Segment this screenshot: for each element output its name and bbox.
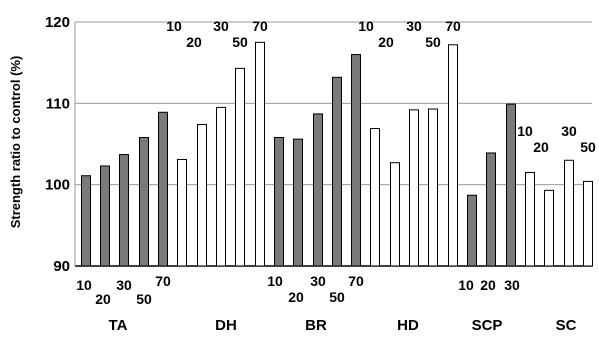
bar-label: 70	[445, 18, 461, 34]
y-tick-label: 110	[46, 95, 70, 112]
bar-label: 10	[166, 18, 182, 34]
y-tick-label: 90	[53, 258, 70, 275]
bar-label: 50	[580, 139, 596, 155]
bar-label: 70	[252, 18, 268, 34]
group-labels: TA DH BR HD SCP SC	[109, 317, 577, 334]
bar	[274, 136, 284, 267]
bar	[409, 109, 419, 267]
bar-label: 10	[358, 18, 374, 34]
bar	[197, 123, 207, 267]
bar	[486, 152, 496, 267]
bar-label: 30	[504, 277, 520, 293]
bar-label: 20	[186, 34, 202, 50]
bar	[255, 41, 265, 267]
bar	[544, 189, 554, 267]
bar	[158, 111, 168, 267]
bar	[390, 162, 400, 267]
bars	[81, 41, 593, 267]
bar-label: 20	[533, 139, 549, 155]
bar	[351, 54, 361, 267]
bar-label: 30	[116, 277, 132, 293]
bar	[370, 128, 380, 267]
bar-label: 10	[76, 277, 92, 293]
group-label: BR	[305, 317, 327, 334]
bar-label: 50	[425, 34, 441, 50]
bar	[81, 175, 91, 267]
y-axis-label: Strength ratio to control (%)	[8, 56, 23, 229]
group-label: DH	[215, 317, 237, 334]
bar	[216, 106, 226, 267]
group-label: HD	[397, 317, 419, 334]
bar-label: 30	[406, 18, 422, 34]
bar	[313, 113, 323, 267]
bar-label: 20	[480, 277, 496, 293]
bar-label: 70	[155, 273, 171, 289]
group-label: SCP	[472, 317, 503, 334]
group-label: TA	[109, 317, 128, 334]
bar-label: 30	[213, 18, 229, 34]
bar	[564, 159, 574, 267]
bar	[139, 136, 149, 267]
bar-label: 20	[378, 34, 394, 50]
bar-label: 30	[561, 123, 577, 139]
bar-label: 50	[232, 34, 248, 50]
bar	[448, 44, 458, 267]
bar-label: 70	[348, 273, 364, 289]
bar-label: 20	[288, 289, 304, 305]
bar-label: 10	[267, 273, 283, 289]
bar-label: 10	[517, 123, 533, 139]
bar	[235, 67, 245, 267]
group-label: SC	[556, 317, 577, 334]
bar	[428, 108, 438, 267]
bar	[467, 194, 477, 267]
bar	[506, 103, 516, 267]
y-tick-label: 120	[45, 14, 70, 31]
bar-label: 20	[95, 291, 111, 307]
y-axis: 90 100 110 120	[45, 14, 70, 275]
bar-label: 30	[310, 273, 326, 289]
bar	[583, 180, 593, 267]
bar	[293, 138, 303, 267]
bar	[525, 171, 535, 267]
y-tick-label: 100	[45, 177, 70, 194]
bar-labels: 1020305070102030507010203050701020305070…	[76, 18, 596, 307]
bar-label: 10	[458, 277, 474, 293]
bar	[100, 165, 110, 267]
bar-label: 50	[136, 291, 152, 307]
bar-label: 50	[329, 289, 345, 305]
bar	[332, 76, 342, 267]
bar	[177, 158, 187, 267]
bar	[119, 154, 129, 267]
